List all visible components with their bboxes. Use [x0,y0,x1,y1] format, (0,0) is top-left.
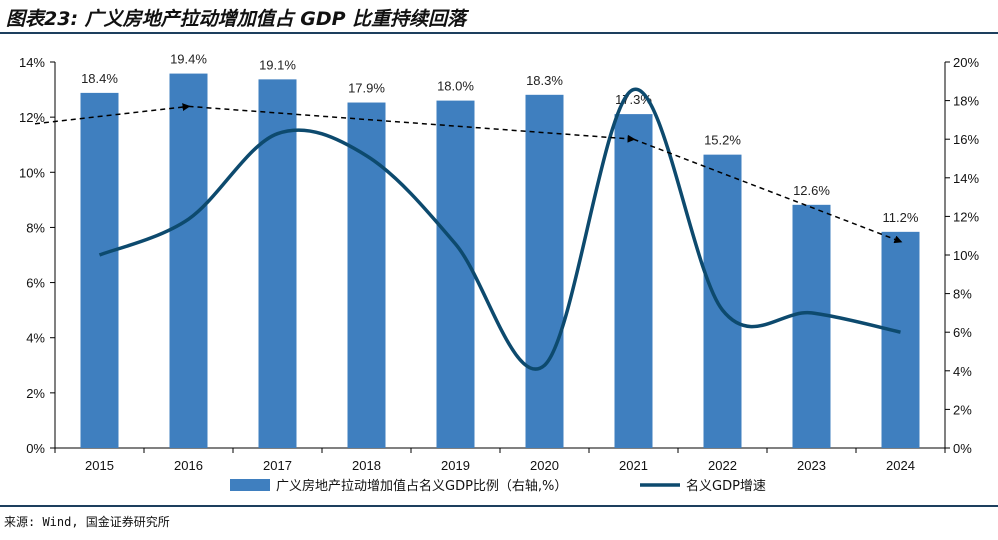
bar-data-label: 18.3% [526,73,563,88]
left-tick-label: 14% [19,55,45,70]
bar [169,73,208,448]
bar [792,204,831,448]
right-tick-label: 12% [953,209,979,224]
right-tick-label: 10% [953,248,979,263]
bar-data-label: 19.1% [259,57,296,72]
bar-data-label: 19.4% [170,52,207,67]
right-tick-label: 4% [953,364,972,379]
chart-title: 图表23: 广义房地产拉动增加值占 GDP 比重持续回落 [6,8,467,30]
bar [347,102,386,448]
bar [436,100,475,448]
bar [881,231,920,448]
bar-data-label: 11.2% [883,210,919,225]
x-tick-label: 2016 [174,458,203,473]
x-tick-label: 2018 [352,458,381,473]
right-tick-label: 8% [953,287,972,302]
bar-data-label: 18.0% [437,79,474,94]
right-tick-label: 16% [953,132,979,147]
left-tick-label: 6% [26,276,45,291]
legend-bar-label: 广义房地产拉动增加值占名义GDP比例（右轴,%） [276,478,567,494]
right-tick-label: 2% [953,402,972,417]
trend-arrow-segment [34,103,191,125]
legend-bar-swatch [230,479,270,491]
left-tick-label: 2% [26,386,45,401]
gdp-growth-line [98,87,901,371]
x-tick-label: 2024 [886,458,915,473]
bar-data-label: 15.2% [704,133,741,148]
x-tick-label: 2015 [85,458,114,473]
legend-line-label: 名义GDP增速 [686,478,766,494]
source-divider [0,505,998,507]
bar-data-label: 18.4% [81,71,118,86]
trend-arrow-segment [633,138,903,244]
source-note: 来源: Wind, 国金证券研究所 [4,515,170,529]
x-tick-label: 2023 [797,458,826,473]
title-divider [0,32,998,34]
x-tick-label: 2017 [263,458,292,473]
bar-data-label: 12.6% [793,183,830,198]
bar-data-label: 17.9% [348,81,385,96]
right-tick-label: 6% [953,325,972,340]
bar [703,154,742,448]
x-tick-label: 2020 [530,458,559,473]
bar [80,92,119,448]
left-tick-label: 4% [26,331,45,346]
right-tick-label: 20% [953,55,979,70]
right-tick-label: 0% [953,441,972,456]
right-tick-label: 14% [953,171,979,186]
bar [525,94,564,448]
left-tick-label: 12% [19,110,45,125]
trend-arrow-segment [188,105,636,143]
x-tick-label: 2022 [708,458,737,473]
left-tick-label: 10% [19,165,45,180]
x-tick-label: 2019 [441,458,470,473]
left-tick-label: 0% [26,441,45,456]
bar [614,114,653,449]
x-tick-label: 2021 [619,458,648,473]
left-tick-label: 8% [26,220,45,235]
bar-data-label: 17.3% [615,92,652,107]
right-tick-label: 18% [953,94,979,109]
